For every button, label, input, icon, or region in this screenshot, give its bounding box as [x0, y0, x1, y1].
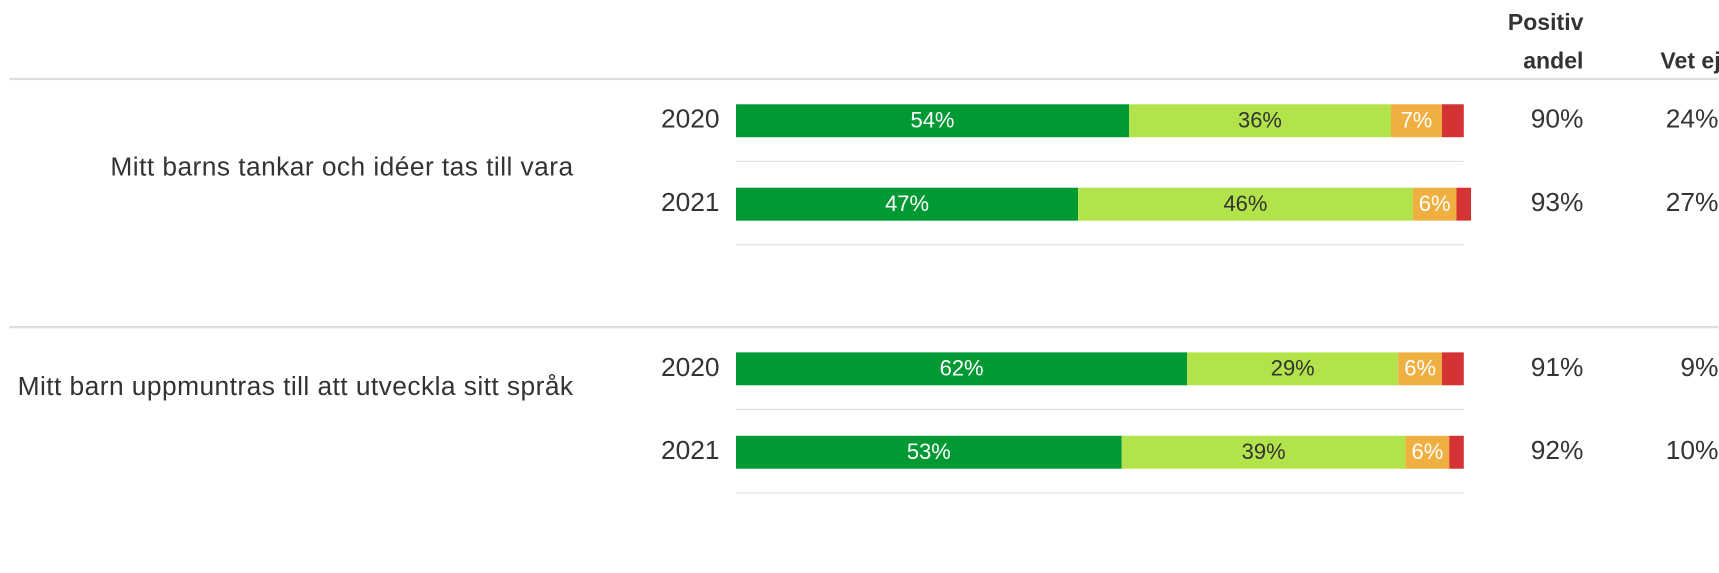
dont-know: 24% [1666, 104, 1719, 134]
header-dont-know: Vet ej [1660, 48, 1719, 74]
bar-segment [736, 187, 1079, 221]
segment-label: 6% [1412, 439, 1444, 464]
bar-segment [1187, 352, 1399, 386]
bar-segment [736, 104, 1130, 138]
question: Mitt barns tankar och idéer tas till var… [110, 152, 574, 183]
bar-segment [1405, 435, 1450, 469]
bar-segment [1391, 104, 1442, 138]
bar-segment [1129, 104, 1392, 138]
bar-segment [1456, 187, 1472, 221]
bar-segment [1412, 187, 1457, 221]
bar-segment [736, 352, 1188, 386]
bar-segment [1441, 104, 1464, 138]
year-label: 2021 [661, 187, 720, 217]
year-label: 2020 [661, 104, 720, 134]
positive-share: 92% [1531, 435, 1584, 465]
segment-label: 29% [1271, 356, 1315, 381]
positive-share: 90% [1531, 104, 1584, 134]
positive-share: 93% [1531, 187, 1584, 217]
question: Mitt barn uppmuntras till att utveckla s… [17, 372, 574, 402]
bar-segment [1449, 435, 1464, 469]
year-label: 2020 [661, 352, 720, 382]
segment-label: 53% [907, 439, 951, 464]
dont-know: 9% [1680, 352, 1718, 382]
segment-label: 54% [911, 108, 955, 133]
header-positive: Positiv [1508, 9, 1584, 35]
segment-label: 36% [1238, 108, 1282, 133]
segment-label: 6% [1404, 356, 1436, 381]
question-box: Mitt barn uppmuntras till att utveckla s… [17, 372, 574, 402]
bar-segment [736, 435, 1122, 469]
segment-label: 46% [1223, 191, 1267, 216]
positive-share: 91% [1531, 352, 1584, 382]
dont-know: 27% [1666, 187, 1719, 217]
segment-label: 47% [885, 191, 929, 216]
year-label: 2021 [661, 435, 720, 465]
bar-segment [1398, 352, 1442, 386]
bar-segment [1078, 187, 1413, 221]
segment-label: 62% [940, 356, 984, 381]
bar-segment [1121, 435, 1406, 469]
bar-segment [1441, 352, 1464, 386]
segment-label: 39% [1242, 439, 1286, 464]
segment-label: 6% [1419, 191, 1451, 216]
question-box: Mitt barns tankar och idéer tas till var… [110, 152, 574, 183]
header-positive: andel [1523, 48, 1583, 74]
dont-know: 10% [1666, 435, 1719, 465]
segment-label: 7% [1401, 108, 1433, 133]
